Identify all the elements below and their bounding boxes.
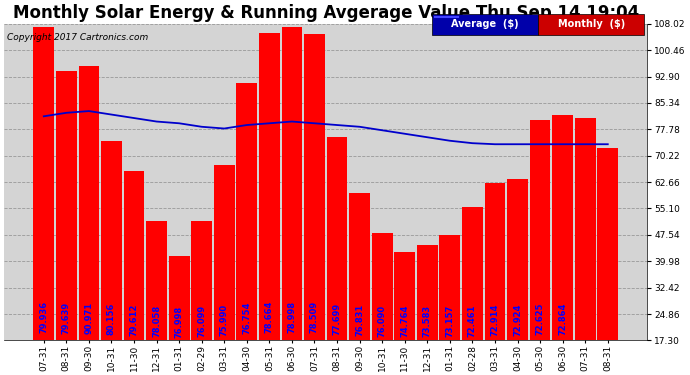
Text: Copyright 2017 Cartronics.com: Copyright 2017 Cartronics.com xyxy=(8,33,148,42)
Text: 74.764: 74.764 xyxy=(400,305,409,338)
Text: 77.699: 77.699 xyxy=(333,303,342,335)
Bar xyxy=(552,114,573,375)
FancyBboxPatch shape xyxy=(432,14,538,35)
Text: 76.831: 76.831 xyxy=(355,304,364,336)
Bar xyxy=(146,221,167,375)
Text: Average  ($): Average ($) xyxy=(451,20,519,29)
Bar xyxy=(484,183,505,375)
Text: 78.058: 78.058 xyxy=(152,305,161,337)
Text: 72.461: 72.461 xyxy=(468,304,477,336)
Text: 72.914: 72.914 xyxy=(491,304,500,336)
FancyBboxPatch shape xyxy=(538,14,644,35)
Bar xyxy=(282,27,302,375)
Text: Monthly  ($): Monthly ($) xyxy=(558,20,625,29)
Text: 72.625: 72.625 xyxy=(535,302,544,335)
Bar xyxy=(507,179,528,375)
Text: 72.864: 72.864 xyxy=(558,302,567,335)
Text: 76.998: 76.998 xyxy=(175,305,184,338)
Bar xyxy=(372,232,393,375)
Text: 75.990: 75.990 xyxy=(219,304,229,336)
Bar xyxy=(575,118,595,375)
Bar xyxy=(304,34,325,375)
Text: 79.612: 79.612 xyxy=(130,303,139,336)
Text: 76.754: 76.754 xyxy=(242,302,251,334)
Text: 73.583: 73.583 xyxy=(423,305,432,337)
Bar xyxy=(124,171,144,375)
Text: 78.998: 78.998 xyxy=(288,301,297,333)
Text: 79.936: 79.936 xyxy=(39,301,48,333)
Bar xyxy=(349,193,370,375)
Text: 78.664: 78.664 xyxy=(265,301,274,333)
Text: 76.090: 76.090 xyxy=(377,305,386,337)
Bar xyxy=(169,256,190,375)
Bar xyxy=(326,137,348,375)
Bar xyxy=(395,252,415,375)
Text: 73.157: 73.157 xyxy=(445,305,454,337)
Bar xyxy=(191,221,212,375)
Bar xyxy=(33,27,54,375)
Bar xyxy=(462,207,483,375)
Bar xyxy=(101,141,122,375)
Bar xyxy=(237,83,257,375)
Bar xyxy=(530,120,551,375)
Title: Monthly Solar Energy & Running Avgerage Value Thu Sep 14 19:04: Monthly Solar Energy & Running Avgerage … xyxy=(12,4,639,22)
Bar xyxy=(259,33,279,375)
Text: 79.639: 79.639 xyxy=(62,302,71,334)
Bar xyxy=(56,71,77,375)
Text: 78.509: 78.509 xyxy=(310,301,319,333)
Text: 72.924: 72.924 xyxy=(513,304,522,336)
Bar xyxy=(440,235,460,375)
Text: 76.099: 76.099 xyxy=(197,305,206,337)
Text: 80.156: 80.156 xyxy=(107,303,116,335)
Text: 90.971: 90.971 xyxy=(84,302,93,334)
Bar xyxy=(214,165,235,375)
Bar xyxy=(598,148,618,375)
Bar xyxy=(79,66,99,375)
Bar xyxy=(417,246,437,375)
